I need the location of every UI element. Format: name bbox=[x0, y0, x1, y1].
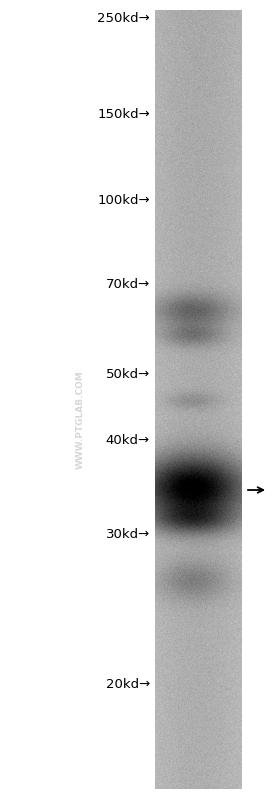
Text: 20kd→: 20kd→ bbox=[106, 678, 150, 691]
Text: 40kd→: 40kd→ bbox=[106, 434, 150, 447]
Text: 30kd→: 30kd→ bbox=[106, 528, 150, 542]
Text: 100kd→: 100kd→ bbox=[97, 193, 150, 206]
Text: WWW.PTGLAB.COM: WWW.PTGLAB.COM bbox=[76, 371, 85, 470]
Text: 150kd→: 150kd→ bbox=[97, 109, 150, 121]
Text: 250kd→: 250kd→ bbox=[97, 11, 150, 25]
Text: 50kd→: 50kd→ bbox=[106, 368, 150, 381]
Text: 70kd→: 70kd→ bbox=[106, 279, 150, 292]
